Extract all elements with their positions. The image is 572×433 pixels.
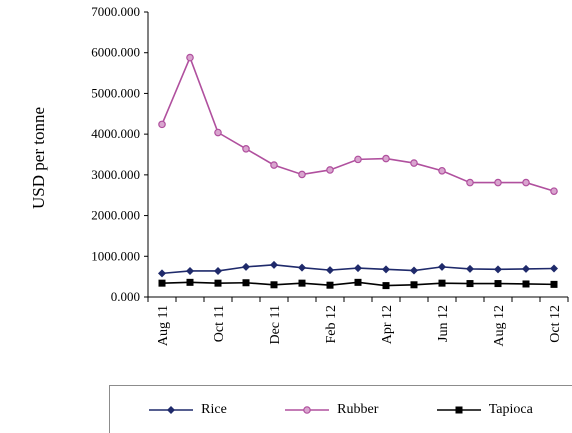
rice-point	[522, 264, 530, 273]
rubber-point	[214, 128, 222, 137]
tapioca-point	[270, 281, 278, 289]
legend-marker-tapioca	[455, 406, 463, 413]
rubber-point	[158, 120, 166, 129]
y-tick-label: 3000.000	[91, 167, 140, 182]
rubber-point	[550, 187, 558, 195]
x-tick-label: Aug 12	[492, 305, 507, 347]
tapioca-point	[494, 280, 502, 288]
y-tick-label: 5000.000	[91, 85, 140, 100]
rubber-point	[298, 170, 306, 179]
rubber-point	[354, 155, 362, 164]
series-layer	[158, 53, 558, 290]
rubber-point	[494, 178, 502, 187]
rubber-point	[326, 166, 334, 174]
legend-item-rubber: Rubber	[285, 402, 378, 418]
x-tick-label: Oct 12	[548, 305, 563, 343]
x-tick-label: Aug 11	[156, 305, 171, 346]
y-tick-label: 2000.000	[91, 208, 140, 223]
rice-point	[382, 265, 390, 274]
line-chart: 0.000 1000.000 2000.000 3000.000 4000.000 500…	[29, 4, 569, 347]
tapioca-point	[242, 279, 250, 287]
legend-label-rubber: Rubber	[337, 401, 379, 417]
rice-point	[270, 260, 278, 269]
rice-point	[158, 269, 166, 278]
y-axis-label: USD per tonne	[29, 107, 48, 209]
tapioca-point	[214, 279, 222, 287]
rubber-point	[382, 154, 390, 163]
y-axis: 0.000 1000.000 2000.000 3000.000 4000.000 500…	[91, 4, 149, 304]
rubber-point	[466, 178, 474, 187]
rice-point	[242, 262, 250, 271]
legend-swatch-rice	[149, 405, 194, 414]
tapioca-point	[298, 279, 306, 287]
rubber-line	[161, 55, 555, 192]
legend-marker-rice	[167, 405, 176, 414]
tapioca-point	[410, 281, 418, 289]
tapioca-point	[186, 278, 194, 286]
series-tapioca	[158, 278, 558, 290]
tapioca-point	[354, 278, 362, 286]
rice-point	[410, 266, 418, 275]
tapioca-point	[550, 280, 558, 288]
y-tick-label: 1000.000	[91, 248, 140, 263]
legend-swatch-tapioca	[436, 406, 481, 413]
y-tick-label: 4000.000	[91, 126, 140, 141]
series-rubber	[158, 53, 558, 195]
legend: Rice Rubber Tapioca	[109, 385, 572, 433]
rice-point	[298, 263, 306, 272]
legend-item-rice: Rice	[149, 402, 227, 418]
tapioca-point	[326, 281, 334, 289]
legend-marker-rubber	[303, 405, 311, 414]
legend-label-rice: Rice	[201, 401, 227, 417]
legend-swatch-rubber	[285, 405, 330, 414]
x-tick-label: Oct 11	[212, 305, 227, 342]
rice-point	[438, 262, 446, 271]
tapioca-point	[466, 280, 474, 288]
x-tick-label: Dec 11	[268, 305, 283, 345]
rubber-point	[270, 161, 278, 169]
x-tick-label: Apr 12	[380, 305, 395, 344]
tapioca-point	[158, 279, 166, 287]
y-tick-label: 0.000	[111, 289, 140, 304]
rubber-point	[242, 145, 250, 153]
y-tick-label: 7000.000	[91, 4, 140, 19]
rice-point	[550, 264, 558, 273]
x-axis: Aug 11 Oct 11 Dec 11 Feb 12 Apr 12 Jun 12 Aug …	[147, 296, 569, 347]
rice-point	[494, 265, 502, 274]
legend-item-tapioca: Tapioca	[436, 401, 533, 418]
rice-point	[214, 266, 222, 275]
x-tick-label: Feb 12	[324, 305, 339, 344]
rice-point	[466, 264, 474, 273]
tapioca-point	[382, 282, 390, 290]
legend-label-tapioca: Tapioca	[488, 401, 533, 417]
rice-point	[186, 266, 194, 275]
rubber-point	[438, 166, 446, 175]
y-tick-label: 6000.000	[91, 45, 140, 60]
x-tick-label: Jun 12	[436, 305, 451, 342]
rubber-point	[410, 159, 418, 167]
rubber-point	[522, 178, 530, 187]
rice-point	[326, 266, 334, 275]
tapioca-point	[522, 280, 530, 288]
series-rice	[158, 260, 558, 278]
rice-point	[354, 264, 362, 273]
tapioca-point	[438, 279, 446, 287]
rubber-point	[186, 53, 194, 62]
